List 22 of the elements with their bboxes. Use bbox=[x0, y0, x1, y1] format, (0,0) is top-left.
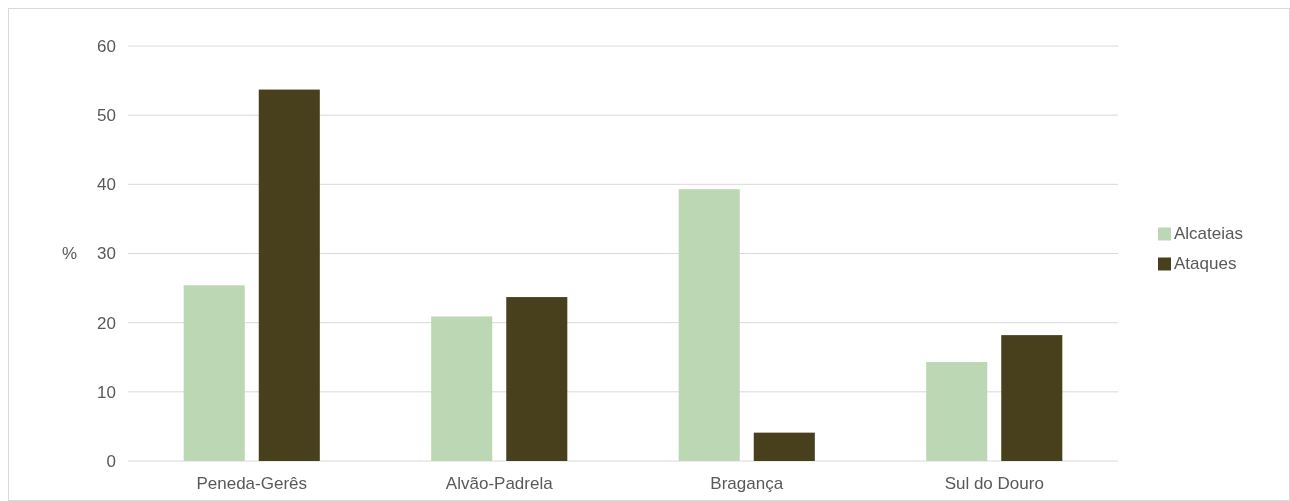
y-tick-label: 50 bbox=[97, 106, 116, 126]
y-tick-label: 0 bbox=[106, 451, 116, 471]
y-tick-label: 40 bbox=[97, 175, 116, 195]
y-tick-label: 10 bbox=[97, 382, 116, 402]
bar bbox=[431, 316, 493, 461]
y-axis-title: % bbox=[62, 244, 78, 264]
y-tick-label: 30 bbox=[97, 244, 116, 264]
x-tick-label: Alvão-Padrela bbox=[445, 474, 554, 493]
bar bbox=[183, 285, 245, 461]
legend-label: Ataques bbox=[1174, 254, 1237, 274]
bar bbox=[926, 362, 988, 461]
x-tick-label: Sul do Douro bbox=[944, 474, 1044, 493]
x-tick-label: Bragança bbox=[710, 474, 784, 493]
y-tick-label: 20 bbox=[97, 313, 116, 333]
bar bbox=[678, 189, 740, 461]
bar bbox=[506, 297, 568, 461]
legend-label: Alcateias bbox=[1174, 224, 1243, 244]
y-tick-label: 60 bbox=[97, 36, 116, 56]
bar bbox=[753, 432, 815, 461]
x-tick-label: Peneda-Gerês bbox=[196, 474, 308, 493]
bar bbox=[1001, 335, 1063, 461]
bar bbox=[258, 89, 320, 461]
